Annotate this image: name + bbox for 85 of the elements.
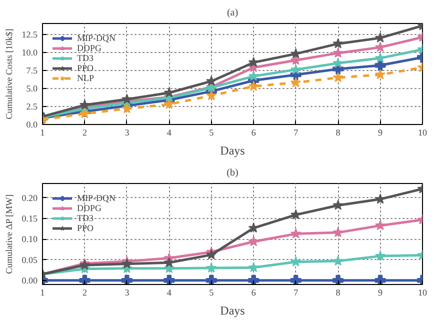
x-axis-title: Days (220, 304, 246, 318)
x-tick-label: 1 (40, 128, 45, 138)
legend-label: TD3 (77, 53, 94, 63)
point (206, 90, 217, 100)
legend-label: MIP-DQN (77, 33, 116, 43)
x-tick-label: 5 (209, 288, 214, 298)
point (248, 262, 259, 272)
x-tick-label: 4 (166, 128, 172, 138)
point (164, 274, 175, 284)
point (375, 52, 386, 63)
x-tick-label: 3 (124, 128, 130, 138)
legend-label: MIP-DQN (77, 193, 116, 203)
legend-label: DDPG (77, 203, 102, 213)
point (206, 249, 217, 260)
point (375, 220, 386, 230)
point (122, 103, 132, 114)
y-tick-label: 0.05 (22, 254, 38, 265)
point (332, 72, 344, 82)
point (332, 274, 344, 284)
point (248, 80, 259, 91)
point (332, 58, 344, 68)
x-tick-label: 7 (294, 128, 299, 138)
y-tick-label: 0.10 (22, 234, 38, 244)
x-tick-label: 3 (124, 288, 130, 298)
x-axis-title: Days (220, 144, 246, 158)
point (206, 274, 217, 284)
x-tick-label: 9 (378, 288, 384, 298)
y-axis-title: Cumulative ΔP [MW] (4, 194, 14, 274)
point (290, 274, 302, 284)
point (206, 262, 217, 273)
y-tick-label: 0.20 (22, 192, 38, 203)
x-tick-label: 10 (418, 288, 428, 298)
point (332, 38, 344, 48)
chart-title: (b) (226, 168, 238, 178)
chart-title: (a) (226, 8, 238, 18)
point (290, 48, 302, 58)
y-tick-label: 0.0 (26, 120, 38, 130)
x-tick-label: 1 (40, 288, 45, 298)
point (248, 274, 260, 284)
x-tick-label: 5 (209, 128, 214, 138)
y-axis-title: Cumulative Costs [10k$] (4, 28, 14, 120)
legend-label: PPO (77, 63, 95, 73)
point (290, 64, 302, 74)
y-tick-label: 2.5 (26, 101, 38, 112)
x-tick-label: 10 (418, 128, 428, 138)
point (290, 77, 302, 88)
legend-label: TD3 (77, 213, 94, 223)
point (375, 42, 386, 52)
point (79, 274, 90, 284)
point (248, 56, 259, 67)
legend-label: NLP (77, 73, 96, 83)
x-tick-label: 4 (166, 288, 172, 298)
x-tick-label: 2 (82, 288, 87, 298)
point (332, 256, 344, 266)
y-tick-label: 0.00 (22, 275, 38, 286)
x-tick-label: 6 (251, 288, 256, 298)
x-tick-label: 8 (336, 128, 341, 138)
point (122, 258, 132, 268)
y-tick-label: 0.15 (22, 214, 38, 224)
x-tick-label: 2 (82, 128, 87, 138)
y-tick-label: 5.0 (26, 83, 38, 94)
legend-label: PPO (77, 223, 95, 233)
y-tick-label: 7.5 (26, 65, 38, 76)
point (332, 200, 344, 210)
point (290, 228, 302, 238)
point (164, 257, 174, 268)
point (375, 250, 386, 261)
x-tick-label: 9 (378, 128, 384, 138)
point (121, 274, 132, 284)
x-tick-label: 8 (336, 288, 341, 298)
point (206, 76, 217, 86)
point (332, 48, 344, 58)
x-tick-label: 7 (294, 288, 299, 298)
legend-label: DDPG (77, 43, 102, 53)
point (248, 236, 259, 246)
y-tick-label: 10.0 (22, 47, 38, 58)
point (375, 69, 386, 80)
point (332, 227, 344, 238)
x-tick-label: 6 (251, 128, 256, 138)
point (164, 98, 174, 109)
point (374, 274, 386, 284)
y-tick-label: 12.5 (22, 29, 38, 40)
point (290, 256, 302, 266)
point (248, 70, 259, 81)
point (290, 209, 302, 220)
